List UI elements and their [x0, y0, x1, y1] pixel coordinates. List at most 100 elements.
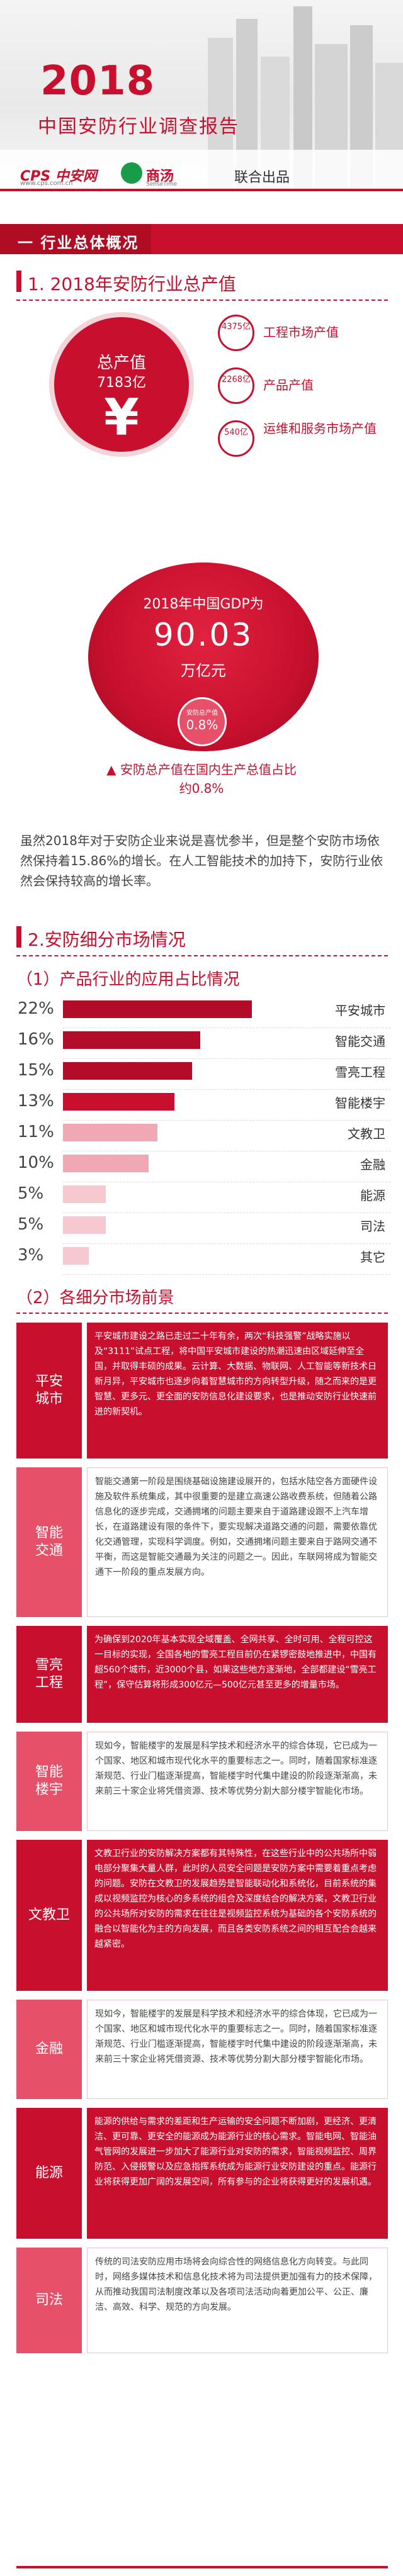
market-name: 智能 楼宇	[16, 1732, 82, 1831]
market-name: 金融	[16, 2000, 82, 2099]
market-description: 为确保到2020年基本实现全域覆盖、全网共享、全时可用、全程可控这一目标的实现，…	[87, 1626, 388, 1723]
intro-paragraph: 虽然2018年对于安防企业来说是喜忧参半，但是整个安防市场依然保持着15.86%…	[20, 833, 383, 888]
segment-value: 2268亿	[221, 375, 251, 384]
market-name: 智能 交通	[16, 1467, 82, 1617]
bar	[63, 1216, 106, 1234]
joint-production-label: 联合出品	[234, 170, 290, 186]
bar	[63, 1247, 89, 1265]
market-description: 现如今，智能楼宇的发展是科学技术和经济水平的综合体现，它已成为一个国家、地区和城…	[87, 1732, 388, 1831]
bar	[63, 1031, 200, 1049]
bar-category-label: 平安城市	[335, 1003, 385, 1018]
bar	[63, 1000, 252, 1018]
bar	[63, 1185, 106, 1203]
section-bar-tab	[0, 224, 151, 254]
gdp-value: 90.03	[153, 617, 254, 653]
market-name: 雪亮 工程	[16, 1626, 82, 1723]
segment-circle	[218, 315, 254, 351]
dashed-divider	[16, 300, 388, 301]
market-row: 智能 交通 智能交通第一阶段是围绕基础设施建设展开的，包括水陆空各方面硬件设施及软…	[16, 1467, 388, 1617]
yen-icon: ¥	[104, 388, 139, 447]
bar	[63, 1062, 192, 1080]
header-divider	[0, 189, 403, 191]
segment-value: 540亿	[224, 428, 248, 437]
market-name: 能源	[16, 2108, 82, 2239]
market-description: 文教卫行业的安防解决方案都有其特殊性，在这些行业中的公共场所中弱电部分聚集大量人…	[87, 1840, 388, 1991]
segment-label: 产品产值	[263, 378, 314, 393]
market-row: 能源 能源的供给与需求的差距和生产运输的安全问题不断加剧，更经济、更清洁、更可靠、…	[16, 2108, 388, 2239]
subheading-total-output: 1. 2018年安防行业总产值	[28, 274, 236, 294]
market-description: 能源的供给与需求的差距和生产运输的安全问题不断加剧，更经济、更清洁、更可靠、更安…	[87, 2108, 388, 2239]
total-output-label: 总产值	[96, 354, 146, 372]
bar-value-label: 10%	[18, 1153, 54, 1172]
header-banner: 2018 中国安防行业调查报告 CPS 中安网 www.cps.com.cn 商…	[0, 0, 403, 189]
total-output-circle	[49, 312, 194, 457]
market-row: 平安 城市 平安城市建设之路已走过二十年有余，两次“科技强警”战略实施以及“311…	[16, 1323, 388, 1459]
bar-category-label: 雪亮工程	[335, 1065, 385, 1080]
bar-value-label: 22%	[18, 999, 54, 1018]
segment-label: 工程市场产值	[263, 325, 339, 340]
sensetime-logo-sub: SenseTime	[146, 181, 178, 188]
segment-label: 运维和服务市场产值	[263, 421, 377, 436]
subheading-marker	[16, 926, 21, 948]
bar-row: 22% 平安城市	[15, 997, 393, 1028]
market-row: 文教卫 文教卫行业的安防解决方案都有其特殊性，在这些行业中的公共场所中弱电部分聚集…	[16, 1840, 388, 1991]
bar-separator	[63, 1058, 390, 1059]
bar-category-label: 金融	[360, 1157, 385, 1172]
market-name: 平安 城市	[16, 1323, 82, 1459]
bar-category-label: 司法	[360, 1219, 385, 1234]
cps-logo: CPS 中安网	[20, 169, 97, 184]
skyline-graphic	[0, 6, 403, 189]
bar-category-label: 文教卫	[348, 1126, 385, 1141]
bar-separator	[63, 1120, 390, 1121]
market-heading: （2）各细分市场前景	[16, 1289, 174, 1308]
bar-row: 10% 金融	[15, 1151, 393, 1182]
bar	[63, 1155, 149, 1172]
market-name: 文教卫	[16, 1840, 82, 1991]
total-output-value: 7183亿	[97, 375, 146, 391]
market-row: 金融 现如今，智能楼宇的发展是科学技术和经济水平的综合体现，它已成为一个国家、地区…	[16, 2000, 388, 2099]
share-label: 安防总产值	[186, 710, 218, 717]
segment-circle	[218, 367, 254, 404]
bar-row: 16% 智能交通	[15, 1028, 393, 1059]
bar-value-label: 5%	[18, 1184, 44, 1203]
bar-value-label: 16%	[18, 1030, 54, 1049]
bar-value-label: 5%	[18, 1215, 44, 1234]
bar-row: 5% 能源	[15, 1182, 393, 1213]
bar	[63, 1093, 174, 1111]
bars-heading: （1）产品行业的应用占比情况	[16, 970, 240, 989]
market-description: 智能交通第一阶段是围绕基础设施建设展开的，包括水陆空各方面硬件设施及软件系统集成…	[87, 1467, 388, 1617]
sensetime-logo: 商汤	[146, 169, 174, 184]
gdp-share-note: ▲ 安防总产值在国内生产总值占比约0.8%	[106, 762, 297, 796]
subheading-segment-markets: 2.安防细分市场情况	[28, 929, 186, 950]
subheading-marker	[16, 271, 21, 292]
market-row: 智能 楼宇 现如今，智能楼宇的发展是科学技术和经济水平的综合体现，它已成为一个国家…	[16, 1732, 388, 1831]
bar-category-label: 智能楼宇	[335, 1095, 385, 1111]
dashed-divider	[16, 1313, 388, 1314]
market-name: 司法	[16, 2248, 82, 2353]
segment-circle	[218, 420, 254, 457]
bar-value-label: 13%	[18, 1092, 54, 1111]
bar-value-label: 3%	[18, 1246, 44, 1265]
share-circle	[178, 697, 227, 746]
market-description: 传统的司法安防应用市场将会向综合性的网络信息化方向转变。与此同时，网络多媒体技术…	[87, 2248, 388, 2353]
bar-separator	[63, 1274, 390, 1275]
report-year: 2018	[40, 58, 156, 104]
market-row: 司法 传统的司法安防应用市场将会向综合性的网络信息化方向转变。与此同时，网络多媒体…	[16, 2248, 388, 2353]
market-description: 现如今，智能楼宇的发展是科学技术和经济水平的综合体现，它已成为一个国家、地区和城…	[87, 2000, 388, 2099]
share-value: 0.8%	[186, 717, 219, 732]
sensetime-logo-icon	[121, 162, 142, 184]
cps-logo-url: www.cps.com.cn	[20, 180, 73, 187]
market-description: 平安城市建设之路已走过二十年有余，两次“科技强警”战略实施以及“3111”试点工…	[87, 1323, 388, 1459]
bar-category-label: 智能交通	[335, 1034, 385, 1049]
bar-row: 5% 司法	[15, 1212, 393, 1244]
bar-value-label: 15%	[18, 1061, 54, 1080]
bar-separator	[63, 1212, 390, 1213]
bar-value-label: 11%	[18, 1123, 54, 1141]
bar-category-label: 其它	[360, 1250, 385, 1265]
dashed-divider	[16, 955, 388, 956]
bar-row: 11% 文教卫	[15, 1120, 393, 1151]
section-title: 一 行业总体概况	[18, 234, 139, 252]
bar-category-label: 能源	[360, 1188, 385, 1203]
report-title: 中国安防行业调查报告	[38, 116, 239, 138]
bar-row: 3% 其它	[15, 1243, 393, 1275]
